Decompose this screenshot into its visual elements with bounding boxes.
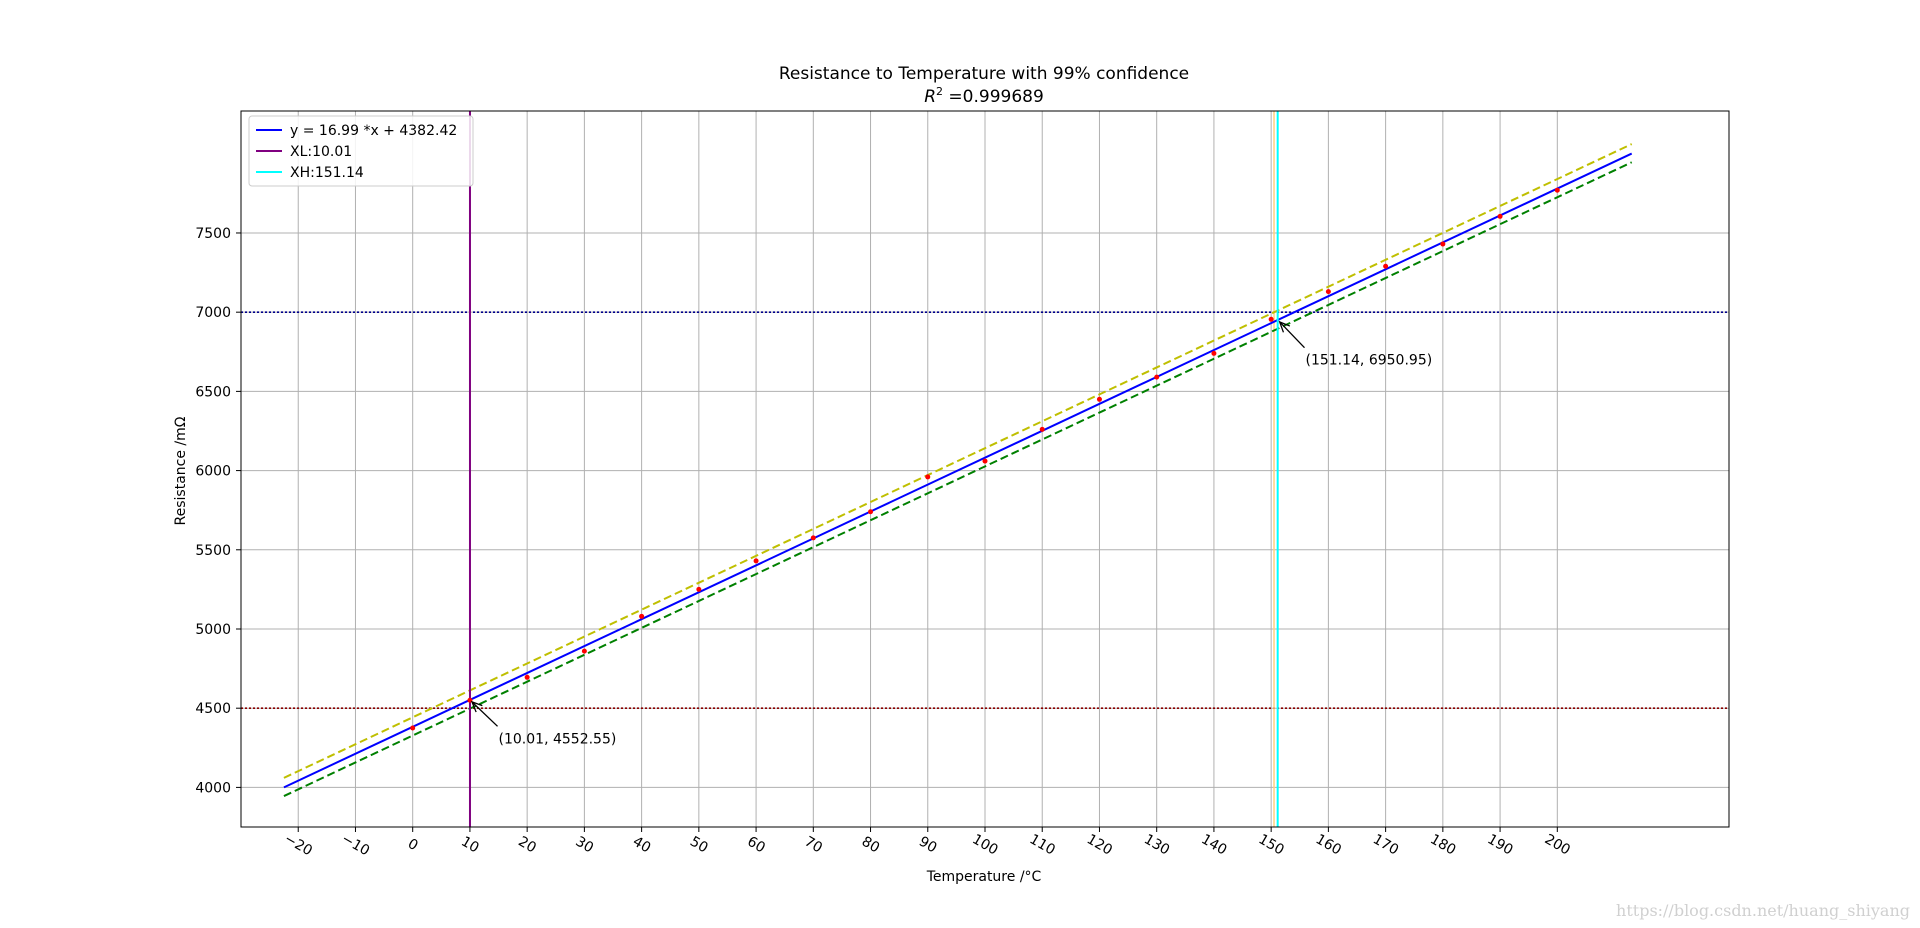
x-tick-label: 200 [1542,831,1573,858]
chart-title: Resistance to Temperature with 99% confi… [779,64,1189,84]
y-tick-label: 4500 [195,701,231,717]
legend-label-fit: y = 16.99 *x + 4382.42 [290,123,457,139]
y-tick-label: 5500 [195,543,231,559]
data-point [1554,187,1560,193]
chart-subtitle: R2 =0.999689 [924,85,1044,107]
x-tick-label: 60 [744,834,767,857]
annotation-arrow-shaft [472,702,498,727]
data-point [1325,289,1331,295]
y-tick-label: 6500 [195,384,231,400]
x-axis-label: Temperature /°C [926,869,1042,885]
x-tick-label: 140 [1198,831,1229,858]
data-point [639,613,645,619]
annotation-label: (10.01, 4552.55) [499,731,617,747]
data-point [696,586,702,592]
watermark: https://blog.csdn.net/huang_shiyang [1616,901,1910,920]
x-tick-label: 120 [1084,831,1115,858]
x-tick-label: 50 [687,834,710,857]
annotation-arrow-shaft [1280,322,1305,349]
x-tick-label: −20 [281,831,315,860]
data-point [410,725,416,731]
data-point [1154,374,1160,380]
data-point [868,509,874,515]
grid [241,111,1729,827]
data-point [1211,350,1217,356]
data-point [925,474,931,480]
x-tick-label: 130 [1141,831,1172,858]
x-tick-label: 170 [1370,831,1401,858]
y-tick-label: 5000 [195,622,231,638]
x-tick-label: 80 [859,834,882,857]
data-point [581,648,587,654]
data-point [810,535,816,541]
data-point [1497,213,1503,219]
x-tick-label: −10 [339,831,373,860]
x-tick-label: 180 [1427,831,1458,858]
x-tick-label: 160 [1313,831,1344,858]
annotation-label: (151.14, 6950.95) [1305,353,1432,369]
r-squared-symbol: R [924,87,936,107]
y-axis-ticks: 4000 4500 5000 5500 6000 6500 7000 7500 [195,226,241,796]
x-tick-label: 90 [916,834,939,857]
data-point [982,458,988,464]
r-squared-value: =0.999689 [943,87,1044,107]
x-tick-label: 0 [405,836,421,854]
x-tick-label: 10 [458,834,481,857]
x-tick-label: 40 [630,834,653,857]
legend-label-xl: XL:10.01 [290,144,352,160]
x-tick-label: 190 [1485,831,1516,858]
data-point [524,674,530,680]
data-point [1383,263,1389,269]
data-point [753,558,759,564]
r-squared-exponent: 2 [936,85,943,98]
annotation-arrow-head [470,700,483,713]
lower-confidence-line [283,161,1633,797]
data-points [410,187,1560,731]
annotation-arrow-head [1278,320,1291,333]
y-tick-label: 6000 [195,464,231,480]
fit-line [283,152,1633,789]
y-tick-label: 7500 [195,226,231,242]
x-tick-label: 100 [969,831,1000,858]
x-tick-label: 30 [573,834,596,857]
data-point [1440,241,1446,247]
y-axis-label: Resistance /mΩ [173,416,189,525]
data-point [1039,426,1045,432]
y-tick-label: 4000 [195,780,231,796]
data-point [1268,316,1274,322]
x-axis-ticks: −20 −10 0 10 20 30 40 50 60 70 80 90 100 110 120 130 140… [281,827,1573,860]
upper-confidence-line [283,143,1633,779]
plot-lines [241,111,1729,827]
x-tick-label: 110 [1027,831,1058,858]
x-tick-label: 20 [515,834,538,857]
annotations: (10.01, 4552.55) (151.14, 6950.95) [470,320,1432,747]
x-tick-label: 70 [802,834,825,857]
y-tick-label: 7000 [195,305,231,321]
data-point [1096,396,1102,402]
x-tick-label: 150 [1256,831,1287,858]
legend-label-xh: XH:151.14 [290,165,364,181]
legend: y = 16.99 *x + 4382.42 XL:10.01 XH:151.1… [248,115,474,187]
